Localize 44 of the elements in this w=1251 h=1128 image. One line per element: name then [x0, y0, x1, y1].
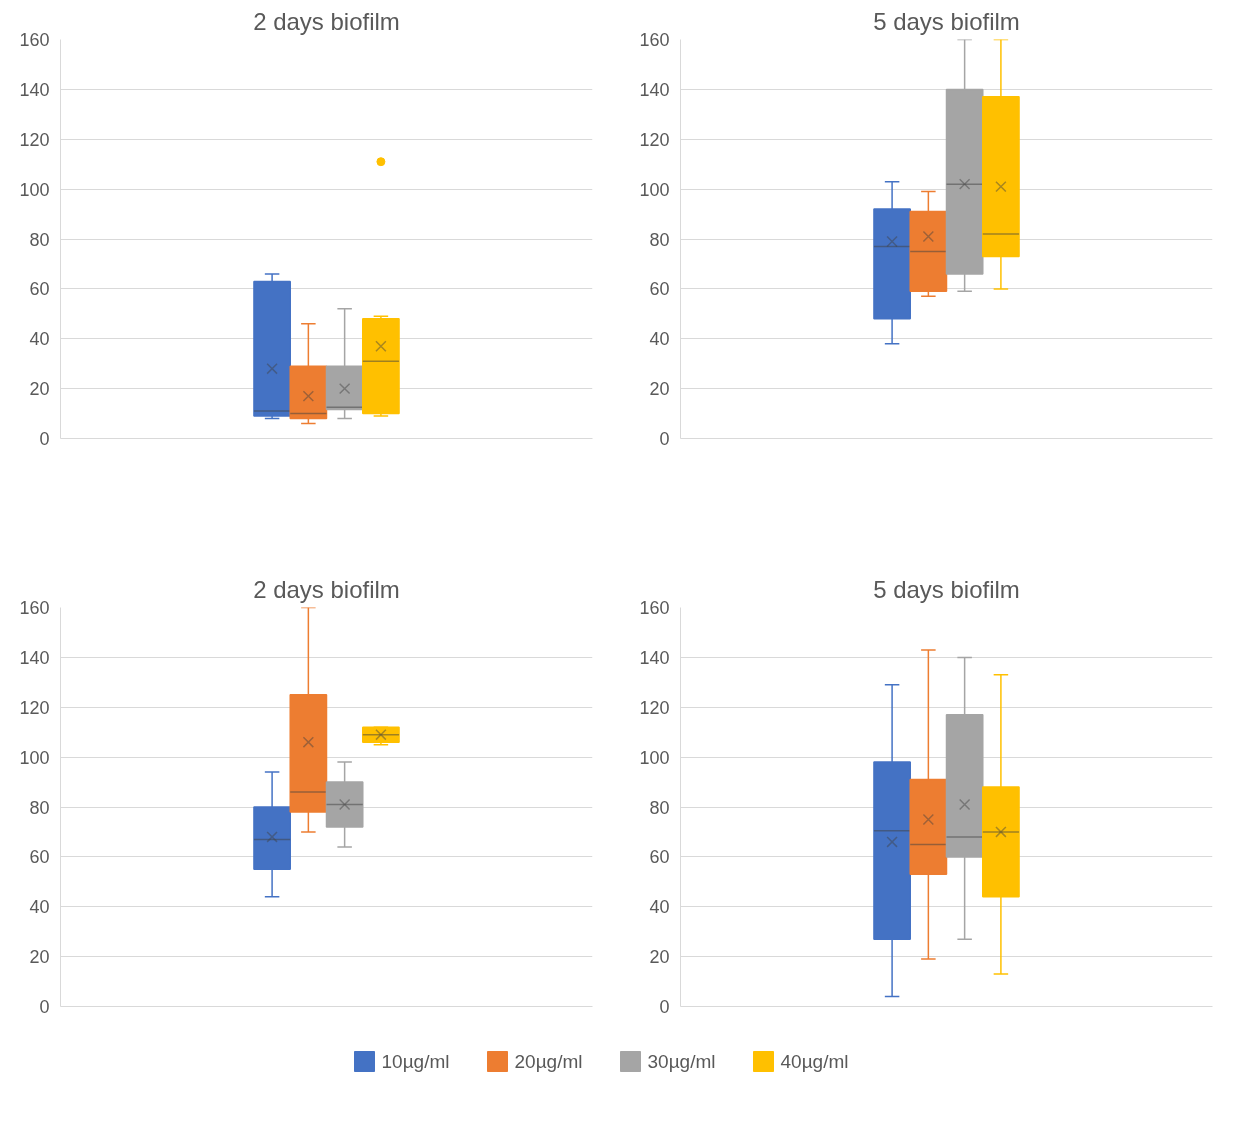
- y-tick-label: 20: [649, 379, 670, 400]
- y-tick-label: 120: [19, 697, 50, 718]
- chart-title: 2 days biofilm: [253, 7, 400, 35]
- y-tick-label: 80: [649, 229, 670, 250]
- y-tick-label: 160: [19, 30, 50, 50]
- y-tick-label: 0: [39, 997, 50, 1017]
- legend-label: 10µg/ml: [381, 1051, 450, 1072]
- chart-title: 5 days biofilm: [873, 575, 1020, 603]
- chart-title: 5 days biofilm: [873, 7, 1020, 35]
- legend-label: 30µg/ml: [647, 1051, 716, 1072]
- y-tick-label: 80: [29, 797, 50, 818]
- y-tick-label: 100: [19, 747, 50, 768]
- y-tick-label: 40: [649, 329, 670, 350]
- y-tick-label: 120: [19, 129, 50, 150]
- y-tick-label: 160: [639, 598, 670, 618]
- y-tick-label: 120: [639, 697, 670, 718]
- y-tick-label: 60: [29, 847, 50, 868]
- y-tick-label: 0: [659, 429, 670, 449]
- y-tick-label: 160: [19, 598, 50, 618]
- y-tick-label: 100: [19, 179, 50, 200]
- y-tick-label: 100: [639, 179, 670, 200]
- y-tick-label: 60: [649, 847, 670, 868]
- y-tick-label: 0: [659, 997, 670, 1017]
- y-tick-label: 0: [39, 429, 50, 449]
- y-tick-label: 140: [19, 647, 50, 668]
- y-tick-label: 120: [639, 129, 670, 150]
- y-tick-label: 80: [29, 229, 50, 250]
- y-tick-label: 140: [639, 79, 670, 100]
- y-tick-label: 40: [649, 897, 670, 918]
- legend-label: 20µg/ml: [514, 1051, 583, 1072]
- y-tick-label: 80: [649, 797, 670, 818]
- y-tick-label: 20: [29, 947, 50, 968]
- y-tick-label: 140: [639, 647, 670, 668]
- y-tick-label: 20: [649, 947, 670, 968]
- y-tick-label: 40: [29, 897, 50, 918]
- y-tick-label: 40: [29, 329, 50, 350]
- y-tick-label: 160: [639, 30, 670, 50]
- y-tick-label: 60: [649, 279, 670, 300]
- chart-title: 2 days biofilm: [253, 575, 400, 603]
- y-tick-label: 60: [29, 279, 50, 300]
- y-tick-label: 20: [29, 379, 50, 400]
- y-tick-label: 140: [19, 79, 50, 100]
- y-tick-label: 100: [639, 747, 670, 768]
- legend-label: 40µg/ml: [780, 1051, 849, 1072]
